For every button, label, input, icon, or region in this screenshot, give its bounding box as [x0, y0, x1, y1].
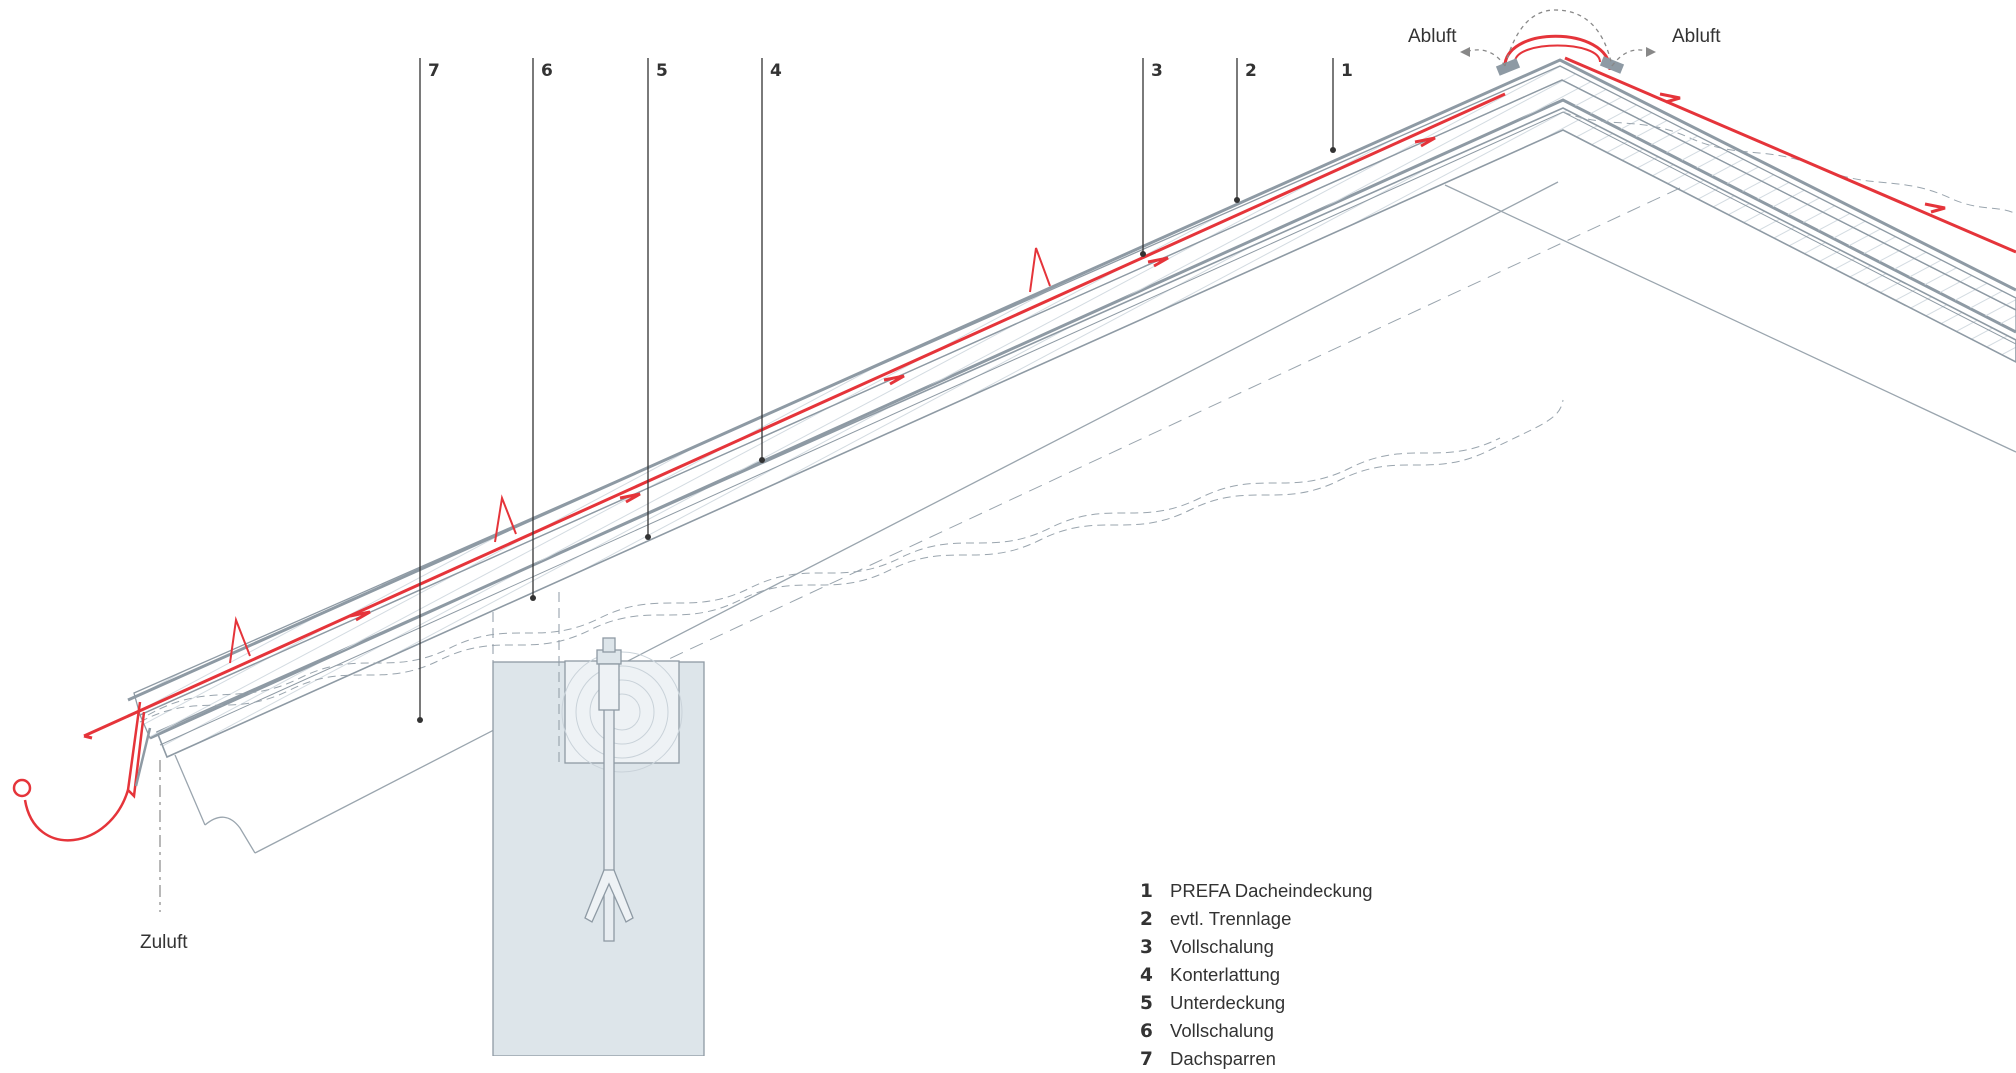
arrow-left: [1460, 47, 1470, 57]
callout-leaders: [419, 58, 1334, 720]
legend-number: 4: [1140, 965, 1153, 986]
legend-item: 2 evtl. Trennlage: [1140, 905, 1373, 933]
callout-2: 2: [1245, 61, 1257, 81]
legend-item: 3 Vollschalung: [1140, 933, 1373, 961]
layer-upper-sheathing: [127, 58, 2016, 716]
legend-number: 6: [1140, 1021, 1153, 1042]
legend-label: Vollschalung: [1170, 936, 1274, 957]
legend-label: Dachsparren: [1170, 1048, 1276, 1069]
callout-dots: [417, 147, 1336, 723]
legend-number: 1: [1140, 881, 1153, 902]
intake-label: Zuluft: [140, 932, 188, 953]
callout-6: 6: [541, 61, 553, 81]
exhaust-label-left: Abluft: [1408, 26, 1457, 47]
legend-number: 7: [1140, 1049, 1153, 1070]
callout-7: 7: [428, 61, 440, 81]
legend-label: evtl. Trennlage: [1170, 908, 1292, 929]
legend-number: 2: [1140, 909, 1153, 930]
legend: 1 PREFA Dacheindeckung 2 evtl. Trennlage 3…: [1140, 877, 1373, 1073]
callout-4: 4: [770, 61, 782, 81]
legend-number: 3: [1140, 937, 1153, 958]
eaves-gutter: [12, 701, 152, 842]
legend-label: PREFA Dacheindeckung: [1170, 880, 1373, 901]
prefa-roof-covering: [83, 56, 2016, 740]
legend-item: 5 Unterdeckung: [1140, 989, 1373, 1017]
legend-label: Konterlattung: [1170, 964, 1281, 985]
exhaust-label-right: Abluft: [1672, 26, 1721, 47]
legend-item: 1 PREFA Dacheindeckung: [1140, 877, 1373, 905]
snow-guards: [229, 247, 1051, 664]
wall-plate-assembly: [492, 592, 705, 1056]
legend-item: 7 Dachsparren: [1140, 1045, 1373, 1073]
legend-item: 4 Konterlattung: [1140, 961, 1373, 989]
wall-plate: [564, 660, 680, 764]
callout-5: 5: [656, 61, 668, 81]
legend-label: Vollschalung: [1170, 1020, 1274, 1041]
legend-item: 6 Vollschalung: [1140, 1017, 1373, 1045]
exhaust-airflow-arrows: [1464, 9, 1651, 67]
callout-1: 1: [1341, 61, 1353, 81]
callout-3: 3: [1151, 61, 1163, 81]
legend-number: 5: [1140, 993, 1153, 1014]
arrow-right: [1646, 47, 1656, 57]
legend-label: Unterdeckung: [1170, 992, 1286, 1013]
